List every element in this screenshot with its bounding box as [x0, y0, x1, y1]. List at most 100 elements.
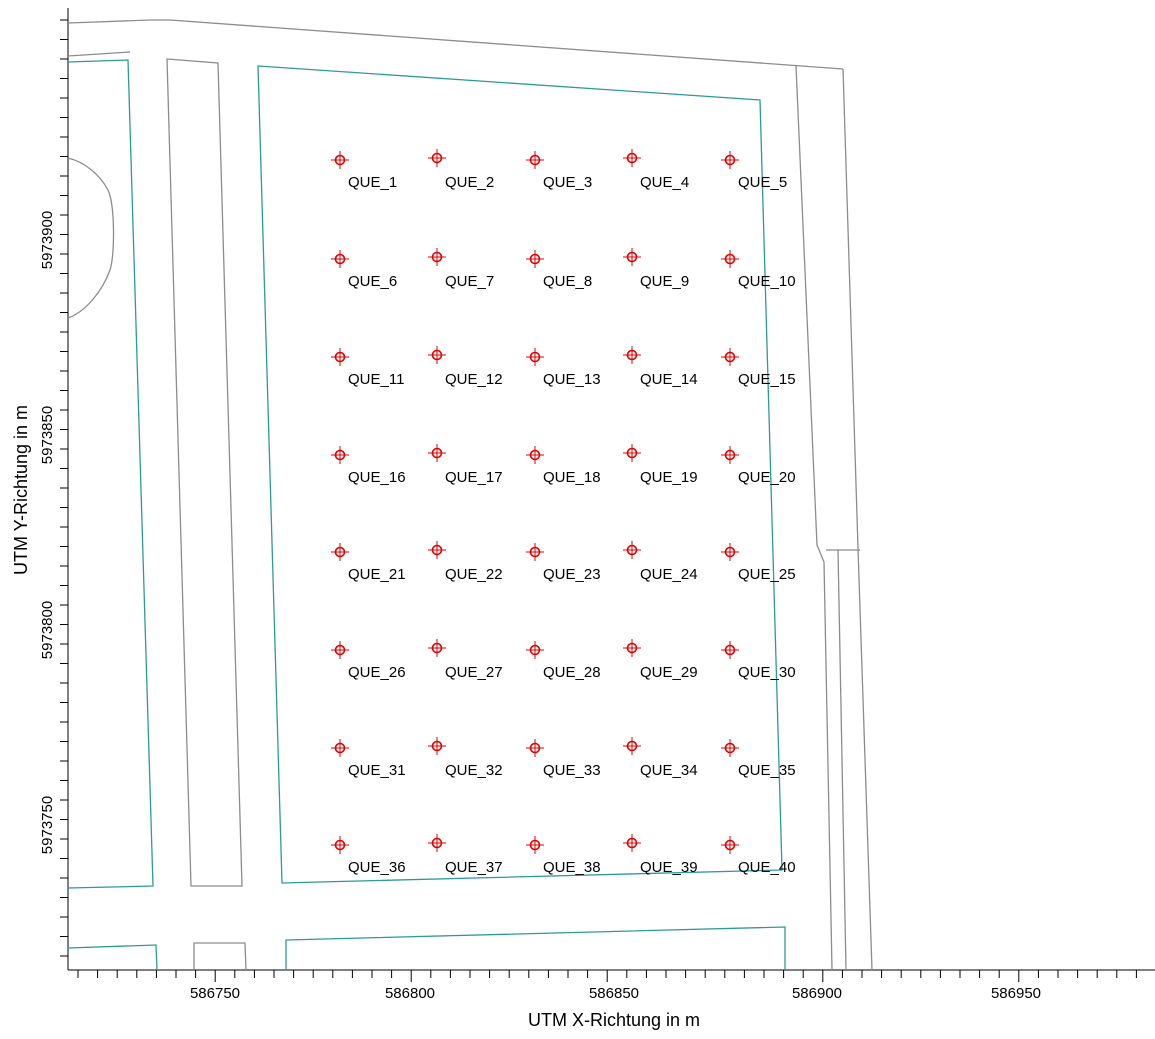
x-tick-label: 586800: [385, 985, 435, 1002]
source-label: QUE_19: [640, 469, 698, 486]
marker-circle: [626, 152, 638, 164]
marker-circle: [529, 546, 541, 558]
source-marker[interactable]: QUE_8: [526, 250, 592, 290]
marker-circle: [431, 544, 443, 556]
marker-circle: [724, 351, 736, 363]
source-label: QUE_33: [543, 762, 601, 779]
source-label: QUE_4: [640, 174, 689, 191]
source-marker[interactable]: QUE_32: [428, 737, 503, 779]
source-marker[interactable]: QUE_10: [721, 250, 796, 290]
source-marker[interactable]: QUE_13: [526, 348, 601, 388]
source-label: QUE_34: [640, 762, 698, 779]
source-label: QUE_26: [348, 664, 406, 681]
boundary-main-parcel: [257, 65, 783, 884]
source-marker[interactable]: QUE_38: [526, 836, 601, 876]
source-label: QUE_9: [640, 273, 689, 290]
y-axis-ticks: [60, 19, 68, 957]
marker-circle: [724, 449, 736, 461]
boundary-bottom-right: [285, 926, 786, 970]
source-marker[interactable]: QUE_14: [623, 346, 698, 388]
source-marker[interactable]: QUE_29: [623, 639, 698, 681]
marker-circle: [529, 644, 541, 656]
road-outline-upper-left: [67, 51, 131, 57]
source-marker[interactable]: QUE_15: [721, 348, 796, 388]
source-marker[interactable]: QUE_11: [331, 348, 404, 388]
source-marker[interactable]: QUE_9: [623, 248, 689, 290]
source-label: QUE_36: [348, 859, 406, 876]
source-marker[interactable]: QUE_39: [623, 834, 698, 876]
source-label: QUE_3: [543, 174, 592, 191]
marker-circle: [626, 447, 638, 459]
marker-circle: [529, 351, 541, 363]
building-lower-left: [193, 942, 247, 971]
source-marker[interactable]: QUE_22: [428, 541, 503, 583]
source-label: QUE_23: [543, 566, 601, 583]
source-label: QUE_37: [445, 859, 503, 876]
source-marker[interactable]: QUE_4: [623, 149, 689, 191]
source-marker[interactable]: QUE_30: [721, 641, 796, 681]
marker-circle: [724, 546, 736, 558]
source-marker[interactable]: QUE_36: [331, 836, 406, 876]
emission-sources: QUE_1 QUE_2 QUE_3 QUE_4 QUE_5 QUE_6 QUE_7 QUE_8…: [331, 149, 796, 876]
x-tick-label: 586850: [589, 985, 639, 1002]
marker-circle: [431, 740, 443, 752]
source-marker[interactable]: QUE_23: [526, 543, 601, 583]
marker-circle: [431, 837, 443, 849]
source-label: QUE_24: [640, 566, 698, 583]
source-marker[interactable]: QUE_6: [331, 250, 397, 290]
source-marker[interactable]: QUE_5: [721, 151, 787, 191]
marker-circle: [529, 839, 541, 851]
roundabout-edge: [67, 157, 115, 319]
source-marker[interactable]: QUE_20: [721, 446, 796, 486]
source-marker[interactable]: QUE_2: [428, 149, 494, 191]
marker-circle: [334, 154, 346, 166]
marker-circle: [724, 154, 736, 166]
x-tick-label: 586950: [991, 985, 1041, 1002]
marker-circle: [626, 740, 638, 752]
x-axis-ticks: [77, 970, 1137, 982]
source-label: QUE_7: [445, 273, 494, 290]
source-label: QUE_13: [543, 371, 601, 388]
source-marker[interactable]: QUE_17: [428, 444, 503, 486]
source-marker[interactable]: QUE_16: [331, 446, 406, 486]
source-marker[interactable]: QUE_35: [721, 739, 796, 779]
marker-circle: [334, 351, 346, 363]
source-marker[interactable]: QUE_12: [428, 346, 503, 388]
source-label: QUE_2: [445, 174, 494, 191]
road-outlines: [67, 19, 873, 971]
source-marker[interactable]: QUE_31: [331, 739, 406, 779]
source-label: QUE_15: [738, 371, 796, 388]
marker-circle: [334, 644, 346, 656]
source-marker[interactable]: QUE_27: [428, 639, 503, 681]
road-outline-top: [67, 19, 844, 70]
source-marker[interactable]: QUE_26: [331, 641, 406, 681]
marker-circle: [626, 837, 638, 849]
marker-circle: [626, 642, 638, 654]
marker-circle: [431, 349, 443, 361]
source-label: QUE_29: [640, 664, 698, 681]
source-label: QUE_6: [348, 273, 397, 290]
source-marker[interactable]: QUE_25: [721, 543, 796, 583]
source-label: QUE_12: [445, 371, 503, 388]
source-marker[interactable]: QUE_28: [526, 641, 601, 681]
marker-circle: [626, 349, 638, 361]
source-marker[interactable]: QUE_3: [526, 151, 592, 191]
source-marker[interactable]: QUE_1: [331, 151, 397, 191]
x-tick-label: 586900: [792, 985, 842, 1002]
source-marker[interactable]: QUE_40: [721, 836, 796, 876]
source-label: QUE_16: [348, 469, 406, 486]
source-marker[interactable]: QUE_33: [526, 739, 601, 779]
source-label: QUE_8: [543, 273, 592, 290]
source-marker[interactable]: QUE_24: [623, 541, 698, 583]
source-marker[interactable]: QUE_37: [428, 834, 503, 876]
y-tick-label: 5973750: [39, 796, 56, 854]
x-tick-label: 586750: [190, 985, 240, 1002]
source-marker[interactable]: QUE_21: [331, 543, 406, 583]
source-marker[interactable]: QUE_7: [428, 248, 494, 290]
source-marker[interactable]: QUE_34: [623, 737, 698, 779]
marker-circle: [334, 546, 346, 558]
source-marker[interactable]: QUE_18: [526, 446, 601, 486]
marker-circle: [334, 839, 346, 851]
marker-circle: [724, 742, 736, 754]
source-marker[interactable]: QUE_19: [623, 444, 698, 486]
